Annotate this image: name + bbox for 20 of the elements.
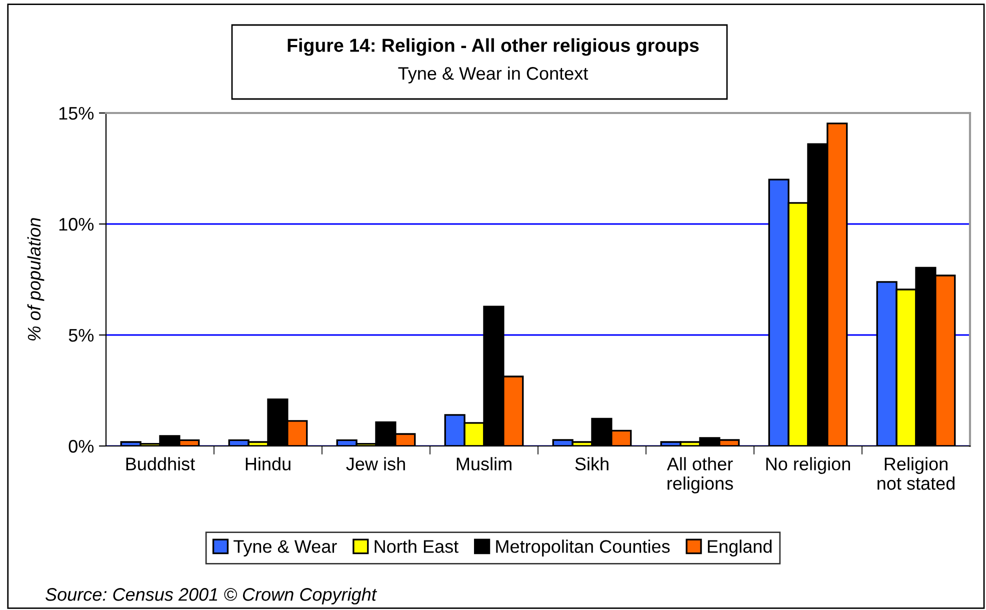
legend-label: North East bbox=[374, 540, 458, 553]
x-tick-label: Muslim bbox=[456, 457, 512, 470]
x-tick-label: All other religions bbox=[666, 457, 733, 494]
x-tick-label: No religion bbox=[766, 457, 850, 474]
chart-subtitle: Tyne & Wear in Context bbox=[398, 66, 588, 84]
chart-title: Figure 14: Religion - All other religious groups bbox=[288, 38, 699, 56]
legend-label: England bbox=[708, 540, 772, 556]
x-tick-label: Hindu bbox=[246, 457, 290, 470]
y-tick-label: 0% bbox=[68, 440, 94, 453]
y-tick-label: 15% bbox=[59, 107, 94, 120]
legend-label: Tyne & Wear bbox=[234, 540, 337, 556]
x-tick-label: Buddhist bbox=[126, 457, 195, 470]
x-tick-label: Sikh bbox=[575, 457, 608, 470]
source-note: Source: Census 2001 © Crown Copyright bbox=[46, 588, 378, 604]
x-tick-label: Jew ish bbox=[346, 457, 405, 470]
x-tick-label: Religion not stated bbox=[878, 457, 954, 490]
y-tick-label: 10% bbox=[59, 218, 94, 231]
y-axis-title: % of population bbox=[27, 218, 44, 340]
y-tick-label: 5% bbox=[68, 329, 94, 342]
legend-label: Metropolitan Counties bbox=[496, 540, 670, 556]
